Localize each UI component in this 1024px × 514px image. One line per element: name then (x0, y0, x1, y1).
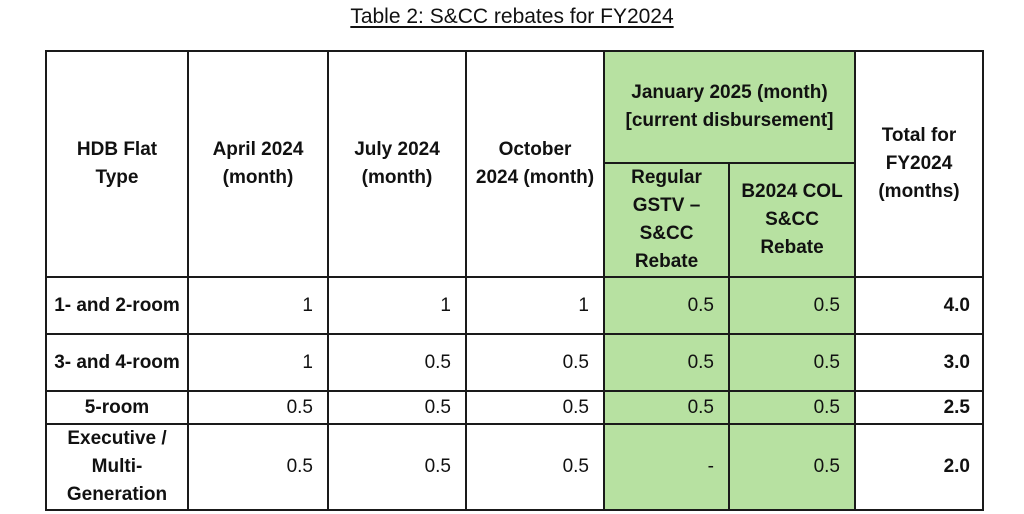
july-cell: 1 (327, 276, 467, 335)
april-cell: 1 (187, 333, 329, 392)
regular-gstv-cell: 0.5 (603, 276, 730, 335)
flat-type-cell: 3- and 4-room (45, 333, 189, 392)
flat-type-cell: 5-room (45, 390, 189, 425)
total-cell: 3.0 (854, 333, 984, 392)
flat-type-cell: 1- and 2-room (45, 276, 189, 335)
table-caption: Table 2: S&CC rebates for FY2024 (350, 5, 674, 28)
b2024-col-cell: 0.5 (728, 390, 856, 425)
regular-gstv-cell: 0.5 (603, 333, 730, 392)
april-cell: 0.5 (187, 423, 329, 511)
b2024-col-cell: 0.5 (728, 276, 856, 335)
october-cell: 0.5 (465, 390, 605, 425)
october-cell: 1 (465, 276, 605, 335)
april-cell: 0.5 (187, 390, 329, 425)
b2024-col-cell: 0.5 (728, 333, 856, 392)
header-b2024-col: B2024 COL S&CC Rebate (728, 162, 856, 278)
regular-gstv-cell: 0.5 (603, 390, 730, 425)
total-cell: 4.0 (854, 276, 984, 335)
header-october: October 2024 (month) (465, 50, 605, 278)
total-cell: 2.0 (854, 423, 984, 511)
table-row: 5-room 0.5 0.5 0.5 0.5 0.5 2.5 (45, 390, 984, 425)
april-cell: 1 (187, 276, 329, 335)
total-cell: 2.5 (854, 390, 984, 425)
table-row: 3- and 4-room 1 0.5 0.5 0.5 0.5 3.0 (45, 333, 984, 392)
october-cell: 0.5 (465, 423, 605, 511)
flat-type-cell: Executive / Multi-Generation (45, 423, 189, 511)
regular-gstv-cell: - (603, 423, 730, 511)
table-row: Executive / Multi-Generation 0.5 0.5 0.5… (45, 423, 984, 511)
header-july: July 2024 (month) (327, 50, 467, 278)
header-january-group: January 2025 (month) [current disburseme… (603, 50, 856, 164)
header-regular-gstv: Regular GSTV – S&CC Rebate (603, 162, 730, 278)
october-cell: 0.5 (465, 333, 605, 392)
header-flat-type: HDB Flat Type (45, 50, 189, 278)
header-april: April 2024 (month) (187, 50, 329, 278)
table-row: 1- and 2-room 1 1 1 0.5 0.5 4.0 (45, 276, 984, 335)
july-cell: 0.5 (327, 390, 467, 425)
july-cell: 0.5 (327, 423, 467, 511)
july-cell: 0.5 (327, 333, 467, 392)
header-total: Total for FY2024 (months) (854, 50, 984, 278)
rebates-table: HDB Flat Type April 2024 (month) July 20… (45, 50, 984, 511)
b2024-col-cell: 0.5 (728, 423, 856, 511)
